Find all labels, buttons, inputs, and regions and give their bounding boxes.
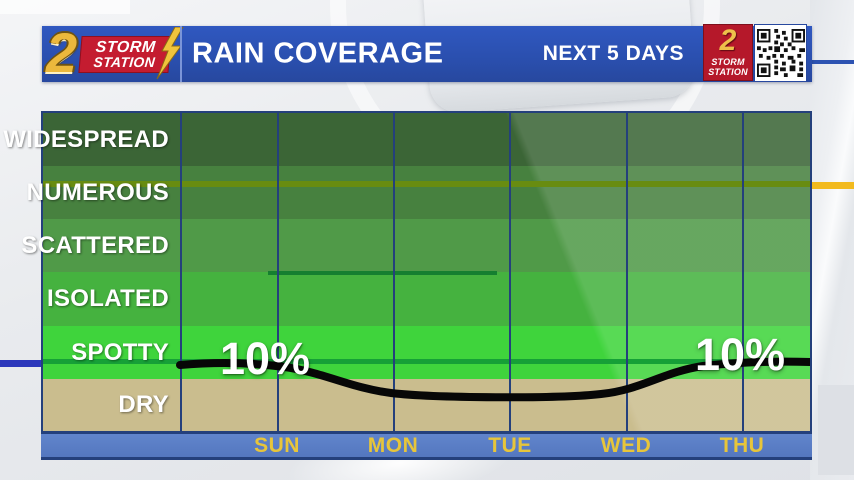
qr-code-icon: [756, 29, 805, 77]
value-annotation-right: 10%: [694, 329, 786, 380]
corner-station-logo: 2 STORM STATION: [703, 24, 753, 81]
timeframe-label: NEXT 5 DAYS: [542, 42, 684, 65]
background-highlight: [0, 0, 130, 14]
rain-coverage-chart: WIDESPREAD NUMEROUS SCATTERED ISOLATED S…: [3, 111, 812, 433]
backdrop-blue-line: [0, 360, 43, 367]
coverage-trend-line: [176, 357, 810, 402]
y-label-dry: DRY: [118, 391, 169, 418]
green-overlay-segment: [268, 271, 497, 275]
band-dry: [43, 379, 810, 431]
backdrop-yellow-line: [811, 182, 854, 189]
y-label-isolated: ISOLATED: [47, 285, 169, 312]
band-numerous: [43, 166, 810, 219]
station-logo-line1: STORM: [94, 39, 157, 56]
band-widespread: [43, 113, 810, 166]
gridline-sun: [277, 113, 279, 431]
page-title: RAIN COVERAGE: [192, 37, 444, 70]
day-label-mon: MON: [367, 433, 419, 457]
day-label-tue: TUE: [488, 433, 532, 457]
y-label-widespread: WIDESPREAD: [3, 125, 169, 153]
gridline-mon: [393, 113, 395, 431]
station-logo-line2: STATION: [92, 54, 156, 70]
y-label-scattered: SCATTERED: [21, 231, 169, 259]
corner-logo-line1: STORM: [711, 57, 745, 67]
header-bar: 2 STORM STATION RAIN COVERAGE NEXT 5 DAY…: [42, 21, 812, 84]
day-axis-bar: SUN MON TUE WED THU: [41, 433, 812, 460]
corner-logo-number: 2: [719, 24, 737, 57]
header-tail-line: [806, 60, 854, 64]
value-annotation-left: 10%: [219, 333, 311, 384]
day-label-sun: SUN: [254, 433, 300, 457]
olive-overlay-line: [43, 181, 810, 187]
y-label-spotty: SPOTTY: [71, 338, 169, 366]
background-right-block: [818, 385, 854, 475]
gridline-tue: [509, 113, 511, 431]
corner-logo-line2: STATION: [708, 67, 748, 77]
station-logo-number: 2: [46, 21, 78, 84]
qr-code: [754, 24, 807, 82]
gridline-wed: [626, 113, 628, 431]
gridline-thu: [742, 113, 744, 431]
day-label-wed: WED: [600, 433, 652, 457]
gridline-labels-edge: [180, 113, 182, 431]
header-divider: [180, 26, 182, 82]
green-overlay-line: [43, 359, 810, 364]
day-label-thu: THU: [719, 433, 765, 457]
band-isolated: [43, 272, 810, 326]
band-scattered: [43, 219, 810, 272]
y-label-numerous: NUMEROUS: [26, 178, 169, 206]
